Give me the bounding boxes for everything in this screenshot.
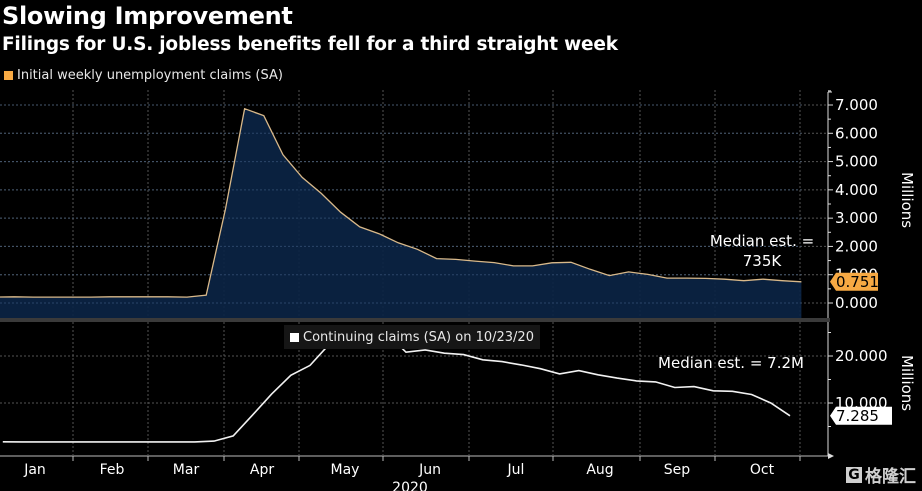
y-tick-label-bottom: 20.000 [835, 347, 888, 365]
y-tick-label-top: 6.000 [835, 124, 878, 142]
x-tick-label-month: Mar [173, 462, 200, 478]
y-tick-label-top: 3.000 [835, 209, 878, 227]
legend-initial-claims: Initial weekly unemployment claims (SA) [4, 68, 283, 83]
x-tick-label-month: Jul [507, 462, 525, 478]
continuing-claims-line [2, 332, 791, 443]
watermark: G 格隆汇 [846, 462, 916, 487]
last-value-tag-top [830, 272, 878, 291]
x-axis-year-label: 2020 [392, 480, 428, 491]
x-tick-label-month: Sep [664, 462, 691, 478]
initial-claims-area [0, 108, 802, 318]
legend-initial-claims-label: Initial weekly unemployment claims (SA) [17, 68, 283, 83]
y-tick-label-top: 7.000 [835, 96, 878, 114]
x-tick-label-month: Feb [100, 462, 125, 478]
annotation-median-initial-line2: 735K [743, 252, 783, 270]
watermark-logo-icon: G [846, 466, 862, 483]
x-tick-label-month: Aug [586, 462, 613, 478]
x-tick-label-month: May [331, 462, 360, 478]
y-tick-label-top: 2.000 [835, 237, 878, 255]
legend-swatch-white [290, 332, 299, 342]
last-value-label-bottom: 7.285 [836, 407, 879, 425]
x-tick-label-month: Oct [750, 462, 775, 478]
y-tick-label-top: 0.000 [835, 294, 878, 312]
y-tick-label-top: 5.000 [835, 153, 878, 171]
panel-divider [0, 318, 830, 322]
last-value-tag-bottom [830, 406, 892, 425]
x-tick-label-month: Jun [418, 462, 441, 478]
watermark-text: 格隆汇 [865, 467, 916, 487]
x-tick-label-month: Apr [250, 462, 274, 478]
x-tick-label-month: Jan [23, 462, 46, 478]
y-axis-title-top: Millions [898, 172, 916, 228]
legend-swatch-orange [4, 71, 13, 80]
annotation-median-initial-line1: Median est. = [710, 232, 814, 250]
y-tick-label-top: 4.000 [835, 181, 878, 199]
annotation-median-continuing: Median est. = 7.2M [658, 354, 804, 372]
chart-subtitle: Filings for U.S. jobless benefits fell f… [2, 34, 618, 55]
last-value-label-top: 0.751 [836, 273, 879, 291]
initial-claims-line [0, 107, 802, 298]
x-axis-arrow [828, 453, 834, 459]
legend-continuing-claims: Continuing claims (SA) on 10/23/20 [284, 325, 540, 349]
y-axis-title-bottom: Millions [898, 355, 916, 411]
chart-title: Slowing Improvement [2, 2, 293, 30]
legend-continuing-claims-label: Continuing claims (SA) on 10/23/20 [303, 329, 534, 345]
